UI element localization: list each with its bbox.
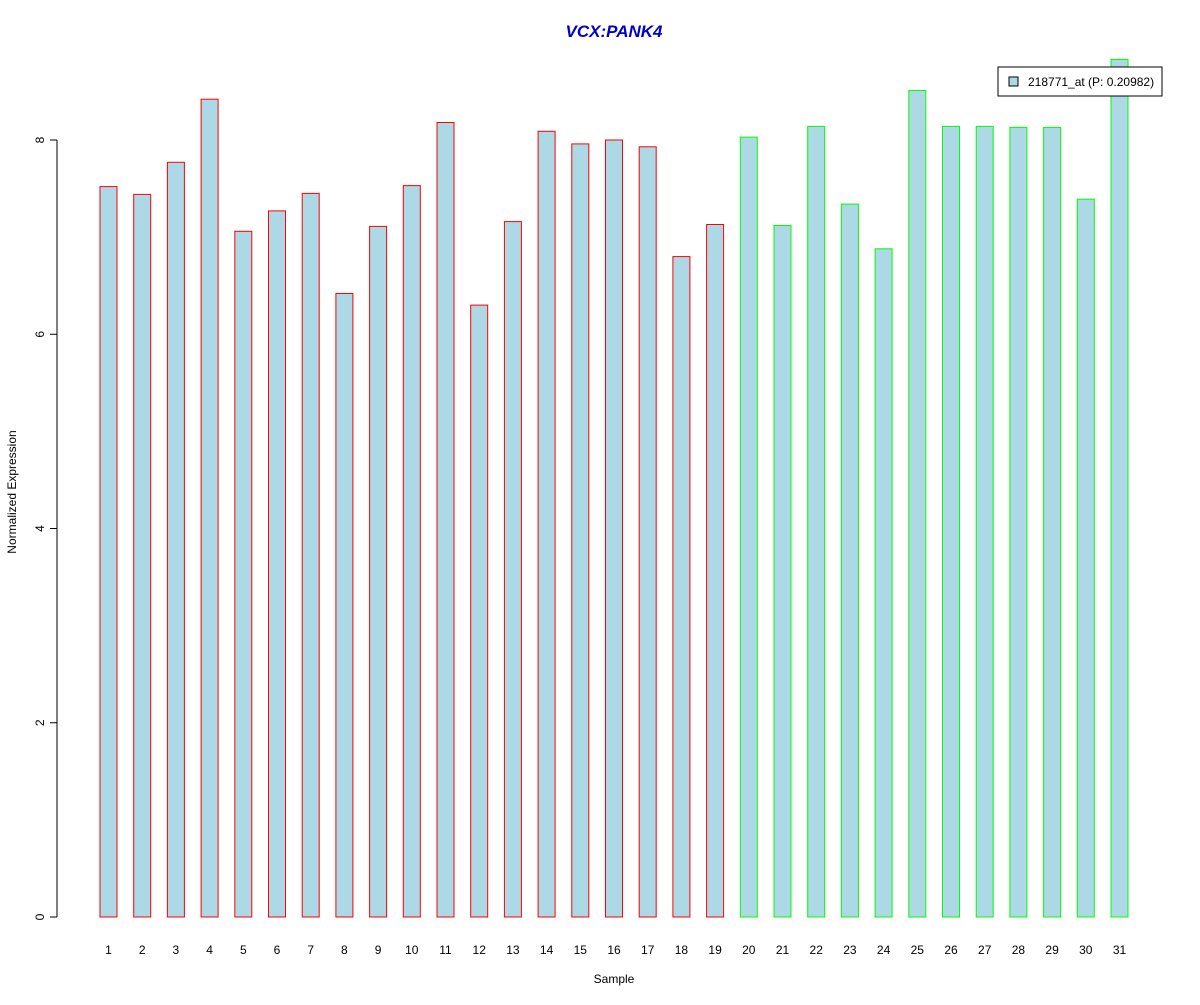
bar-sample-7 <box>301 192 320 918</box>
bar-sample-13 <box>503 221 522 918</box>
x-tick-label: 14 <box>540 943 554 957</box>
bar-sample-6 <box>268 210 286 918</box>
x-tick-label: 1 <box>105 943 112 957</box>
x-tick-label: 15 <box>574 943 588 957</box>
bar-sample-17 <box>638 146 657 918</box>
bar-sample-3 <box>166 161 185 918</box>
x-tick-label: 3 <box>173 943 180 957</box>
y-tick-label: 4 <box>33 525 47 532</box>
bars-group <box>99 58 1129 918</box>
y-tick-label: 6 <box>33 331 47 338</box>
x-tick-label: 4 <box>206 943 213 957</box>
x-tick-label: 8 <box>341 943 348 957</box>
x-tick-label: 18 <box>675 943 689 957</box>
x-tick-label: 13 <box>506 943 520 957</box>
x-tick-label: 30 <box>1079 943 1093 957</box>
bar-sample-14 <box>537 130 556 918</box>
bar-sample-12 <box>470 304 489 918</box>
x-tick-label: 23 <box>843 943 857 957</box>
bar-sample-11 <box>436 122 455 918</box>
legend-label: 218771_at (P: 0.20982) <box>1028 75 1154 89</box>
x-tick-label: 10 <box>405 943 419 957</box>
x-tick-label: 2 <box>139 943 146 957</box>
chart-title: VCX:PANK4 <box>566 22 664 41</box>
x-tick-label: 7 <box>307 943 314 957</box>
bar-sample-18 <box>672 256 691 918</box>
bar-sample-30 <box>1076 198 1095 918</box>
x-tick-label: 16 <box>607 943 621 957</box>
bar-sample-23 <box>840 203 859 918</box>
y-tick-label: 2 <box>33 719 47 726</box>
bar-sample-26 <box>942 125 960 918</box>
x-tick-label: 6 <box>274 943 281 957</box>
y-tick-label: 0 <box>33 913 47 920</box>
bar-sample-22 <box>807 125 826 918</box>
x-tick-label: 25 <box>911 943 925 957</box>
x-tick-label: 24 <box>877 943 891 957</box>
x-tick-label: 17 <box>641 943 655 957</box>
bar-sample-19 <box>706 224 725 918</box>
x-tick-label: 12 <box>473 943 487 957</box>
bar-sample-1 <box>99 186 118 918</box>
bar-sample-4 <box>200 98 219 918</box>
x-tick-label: 26 <box>944 943 958 957</box>
bar-sample-20 <box>739 136 758 918</box>
x-axis-label: Sample <box>594 972 635 986</box>
x-tick-label: 21 <box>776 943 790 957</box>
bar-sample-5 <box>234 230 253 918</box>
x-tick-label: 31 <box>1113 943 1127 957</box>
bar-sample-31 <box>1110 58 1129 918</box>
bar-sample-27 <box>975 125 994 918</box>
bar-sample-28 <box>1009 126 1028 918</box>
x-tick-label: 20 <box>742 943 756 957</box>
x-tick-label: 11 <box>439 943 452 957</box>
legend-swatch <box>1008 76 1019 87</box>
bar-sample-9 <box>369 225 388 918</box>
y-tick-label: 8 <box>33 136 47 143</box>
bar-sample-24 <box>874 248 893 918</box>
legend: 218771_at (P: 0.20982) <box>997 66 1163 97</box>
bar-sample-10 <box>402 185 421 918</box>
y-axis-label: Normalized Expression <box>5 430 19 553</box>
x-tick-label: 9 <box>375 943 382 957</box>
x-tick-label: 19 <box>708 943 722 957</box>
x-tick-label: 28 <box>1012 943 1026 957</box>
bar-sample-15 <box>571 143 590 918</box>
x-tick-label: 27 <box>978 943 992 957</box>
bar-sample-2 <box>133 193 152 918</box>
bar-sample-16 <box>605 139 623 918</box>
bar-sample-29 <box>1043 126 1062 918</box>
y-axis: 0 2 4 6 8 <box>33 136 58 920</box>
x-tick-label: 22 <box>810 943 824 957</box>
bar-sample-25 <box>908 90 927 918</box>
bar-sample-8 <box>335 293 354 918</box>
legend-box <box>997 66 1163 97</box>
bar-sample-21 <box>773 225 792 918</box>
x-tick-labels: 1 2 3 4 5 6 7 8 9 10 11 12 13 14 15 16 17 18 19 20 21 22 23 24 2… <box>105 943 1126 957</box>
x-tick-label: 5 <box>240 943 247 957</box>
x-tick-label: 29 <box>1045 943 1059 957</box>
